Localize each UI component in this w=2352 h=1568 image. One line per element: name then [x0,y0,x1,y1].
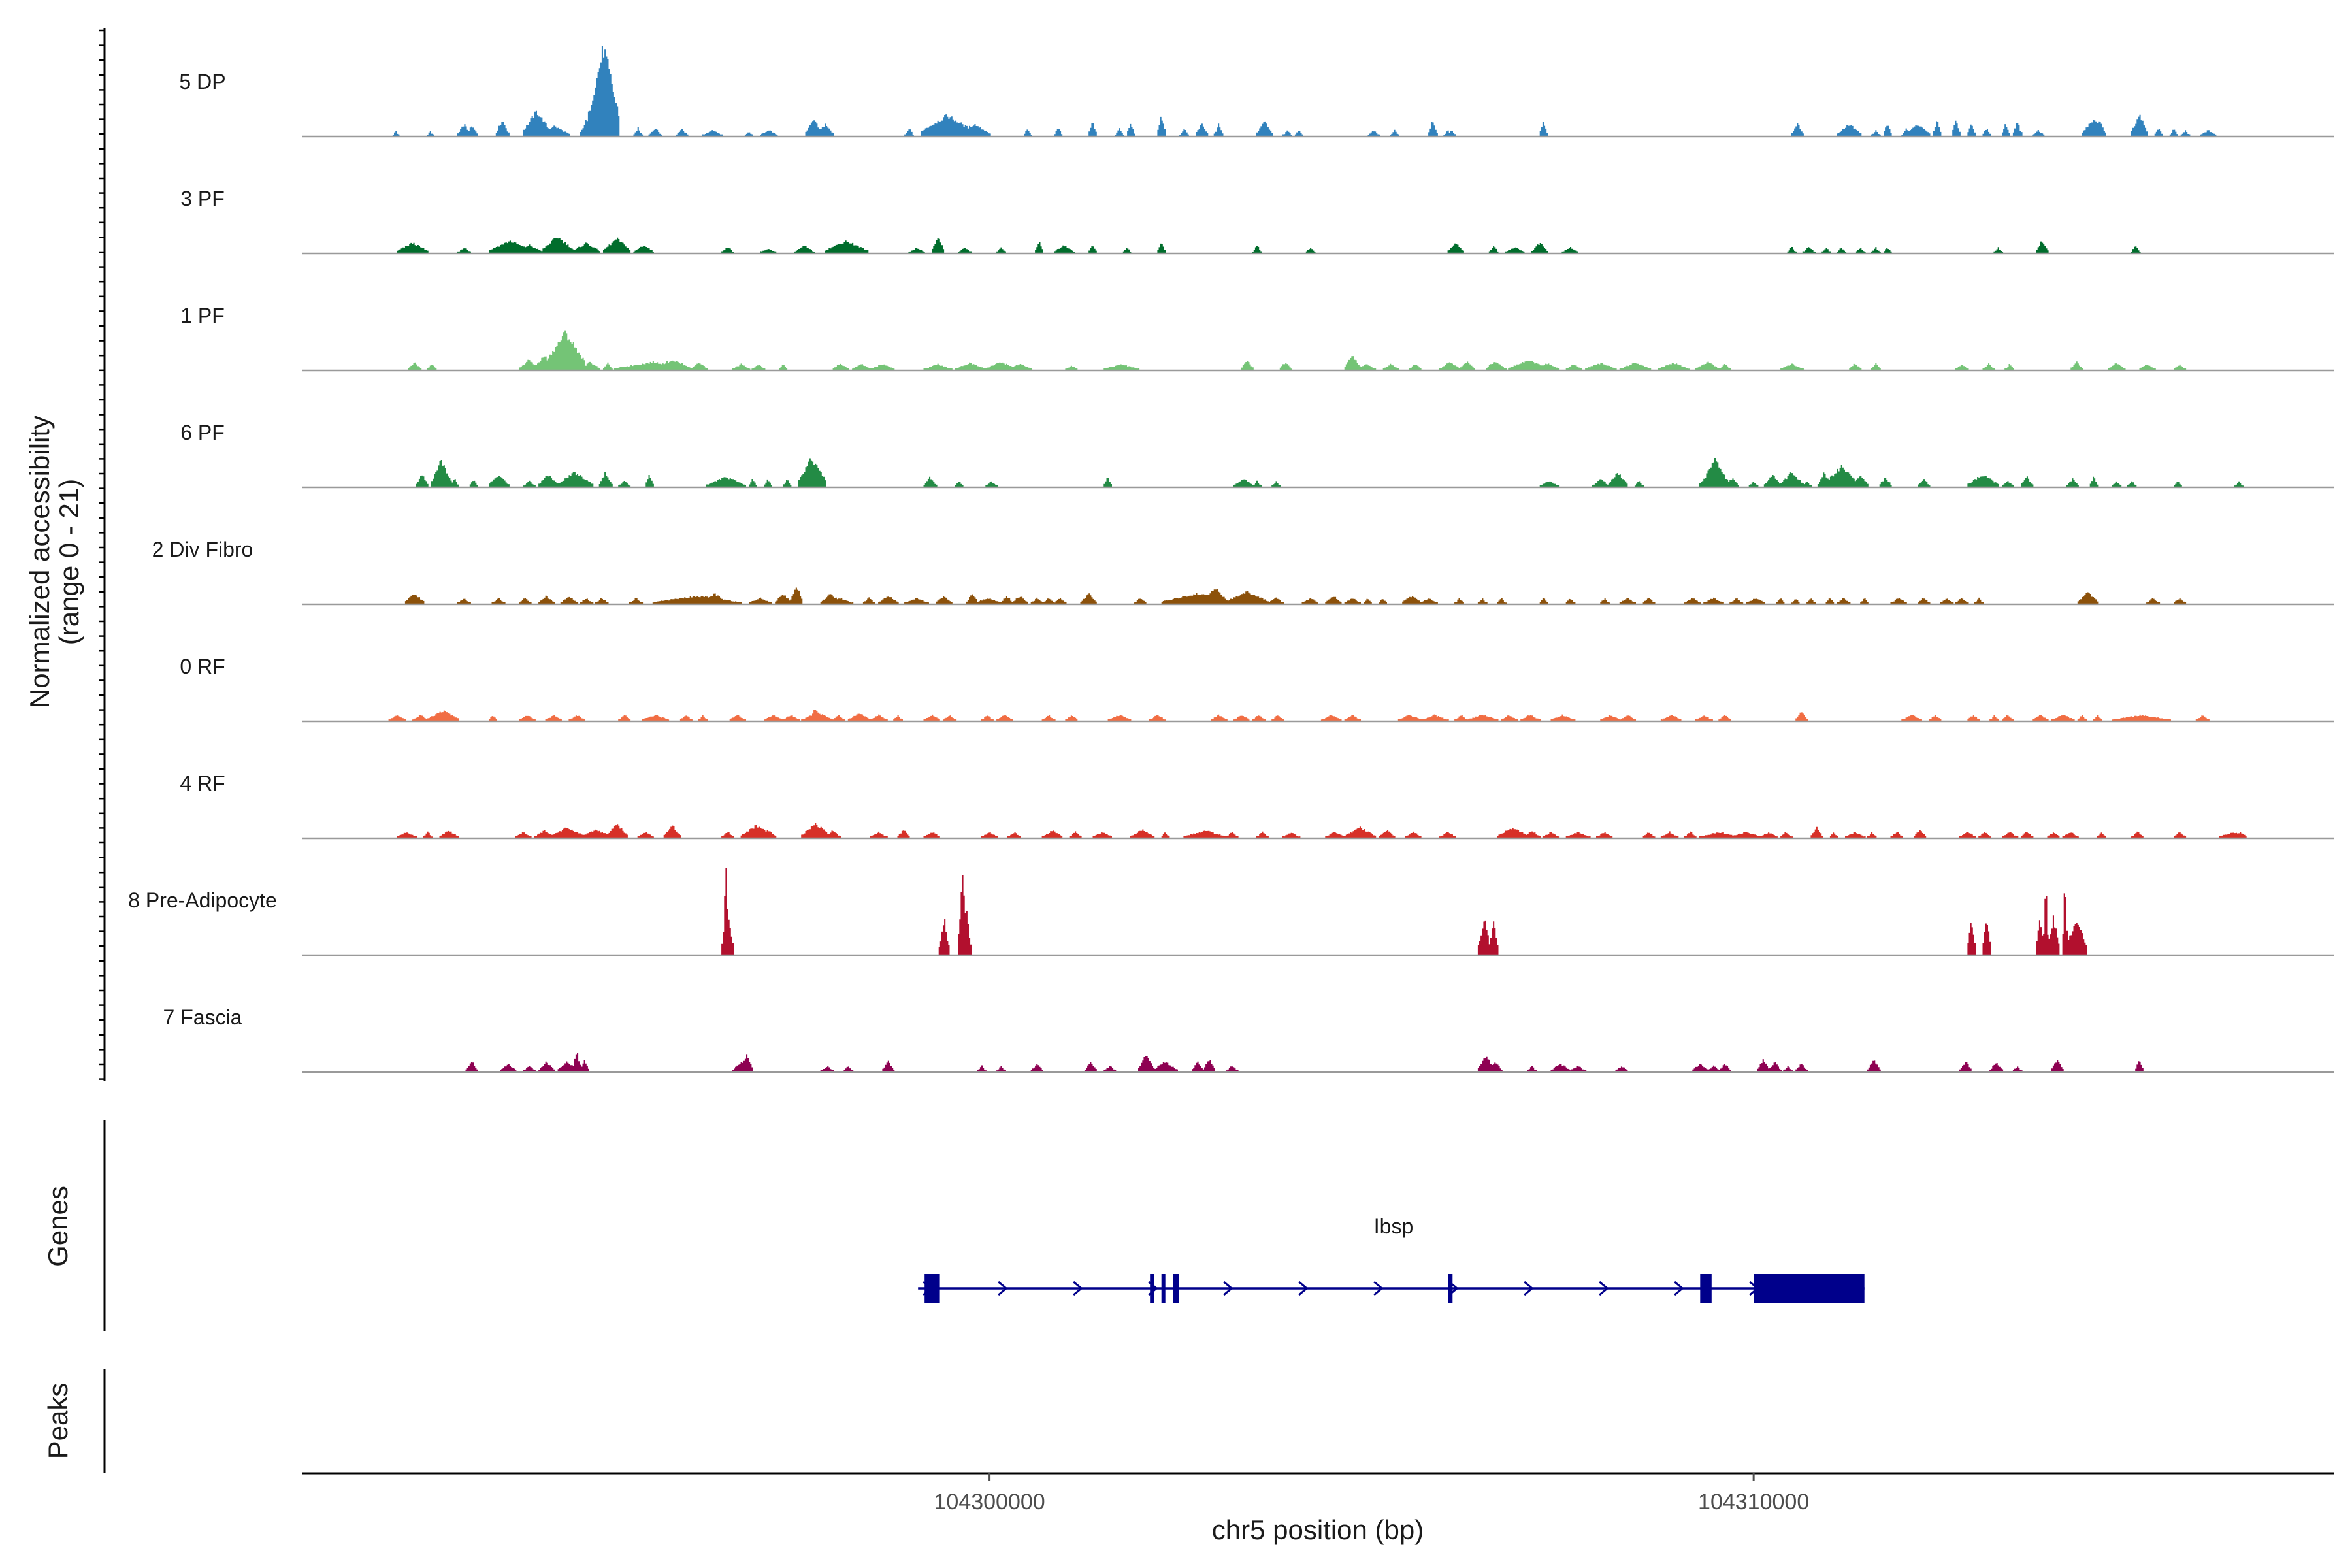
track-label: 3 PF [180,187,225,210]
strand-arrow-icon [1674,1281,1684,1296]
coverage-area [408,330,2187,370]
gene-exon [1448,1274,1453,1303]
coverage-area [388,710,2210,721]
x-axis-label: chr5 position (bp) [1212,1514,1424,1545]
strand-arrow-icon [998,1281,1008,1296]
peaks-panel-label: Peaks [42,1383,73,1460]
track-5-dp: 5 DP [179,46,2334,138]
genes-panel-label: Genes [42,1186,73,1267]
track-label: 8 Pre-Adipocyte [128,889,277,912]
track-8-pre-adipocyte: 8 Pre-Adipocyte [128,868,2334,956]
genes-panel: Genes Ibsp [42,1120,1865,1331]
track-label: 2 Div Fibro [152,538,253,561]
strand-arrow-icon [1298,1281,1309,1296]
coverage-area [392,46,2217,137]
track-4-rf: 4 RF [180,772,2334,840]
y-axis-label: Normalized accessibility [24,416,55,708]
x-tick-label: 104310000 [1698,1490,1809,1514]
gene-exon [1700,1274,1712,1303]
gene-models: Ibsp [918,1215,1865,1303]
coverage-area [404,587,2187,604]
track-0-rf: 0 RF [180,655,2334,723]
gene-exon [1754,1274,1865,1303]
gene-exon [1173,1274,1179,1303]
track-label: 4 RF [180,772,225,795]
strand-arrow-icon [1073,1281,1083,1296]
y-axis-range-label: (range 0 - 21) [54,479,84,645]
gene-exon [1161,1274,1166,1303]
strand-arrow-icon [1223,1281,1233,1296]
track-7-fascia: 7 Fascia [163,1005,2334,1073]
track-2-div-fibro: 2 Div Fibro [152,538,2334,606]
coverage-area [465,1053,2144,1072]
coverage-area [416,458,2244,487]
x-axis: 104300000 104310000 chr5 position (bp) [302,1472,2334,1545]
accessibility-tracks: 5 DP 3 PF 1 PF 6 PF 2 Div Fibro 0 RF 4 RF 8 Pre… [128,46,2334,1073]
x-axis-ticks: 104300000 104310000 [934,1473,1809,1514]
coverage-area [397,823,2247,838]
coverage-area [721,868,2087,955]
track-label: 0 RF [180,655,225,678]
strand-arrow-icon [1524,1281,1534,1296]
track-1-pf: 1 PF [180,304,2334,372]
track-label: 1 PF [180,304,225,327]
track-6-pf: 6 PF [180,421,2334,489]
gene-ibsp: Ibsp [918,1215,1865,1303]
accessibility-y-axis [99,28,106,1081]
track-label: 7 Fascia [163,1005,242,1029]
peaks-panel: Peaks [42,1369,106,1473]
strand-arrow-icon [1599,1281,1609,1296]
coverage-area [397,237,2141,253]
x-tick-label: 104300000 [934,1490,1045,1514]
gene-exon [1150,1274,1154,1303]
gene-name-label: Ibsp [1374,1215,1413,1238]
strand-arrow-icon [1373,1281,1384,1296]
gene-exon [924,1274,940,1303]
track-3-pf: 3 PF [180,187,2334,255]
track-label: 6 PF [180,421,225,444]
track-label: 5 DP [179,70,225,93]
